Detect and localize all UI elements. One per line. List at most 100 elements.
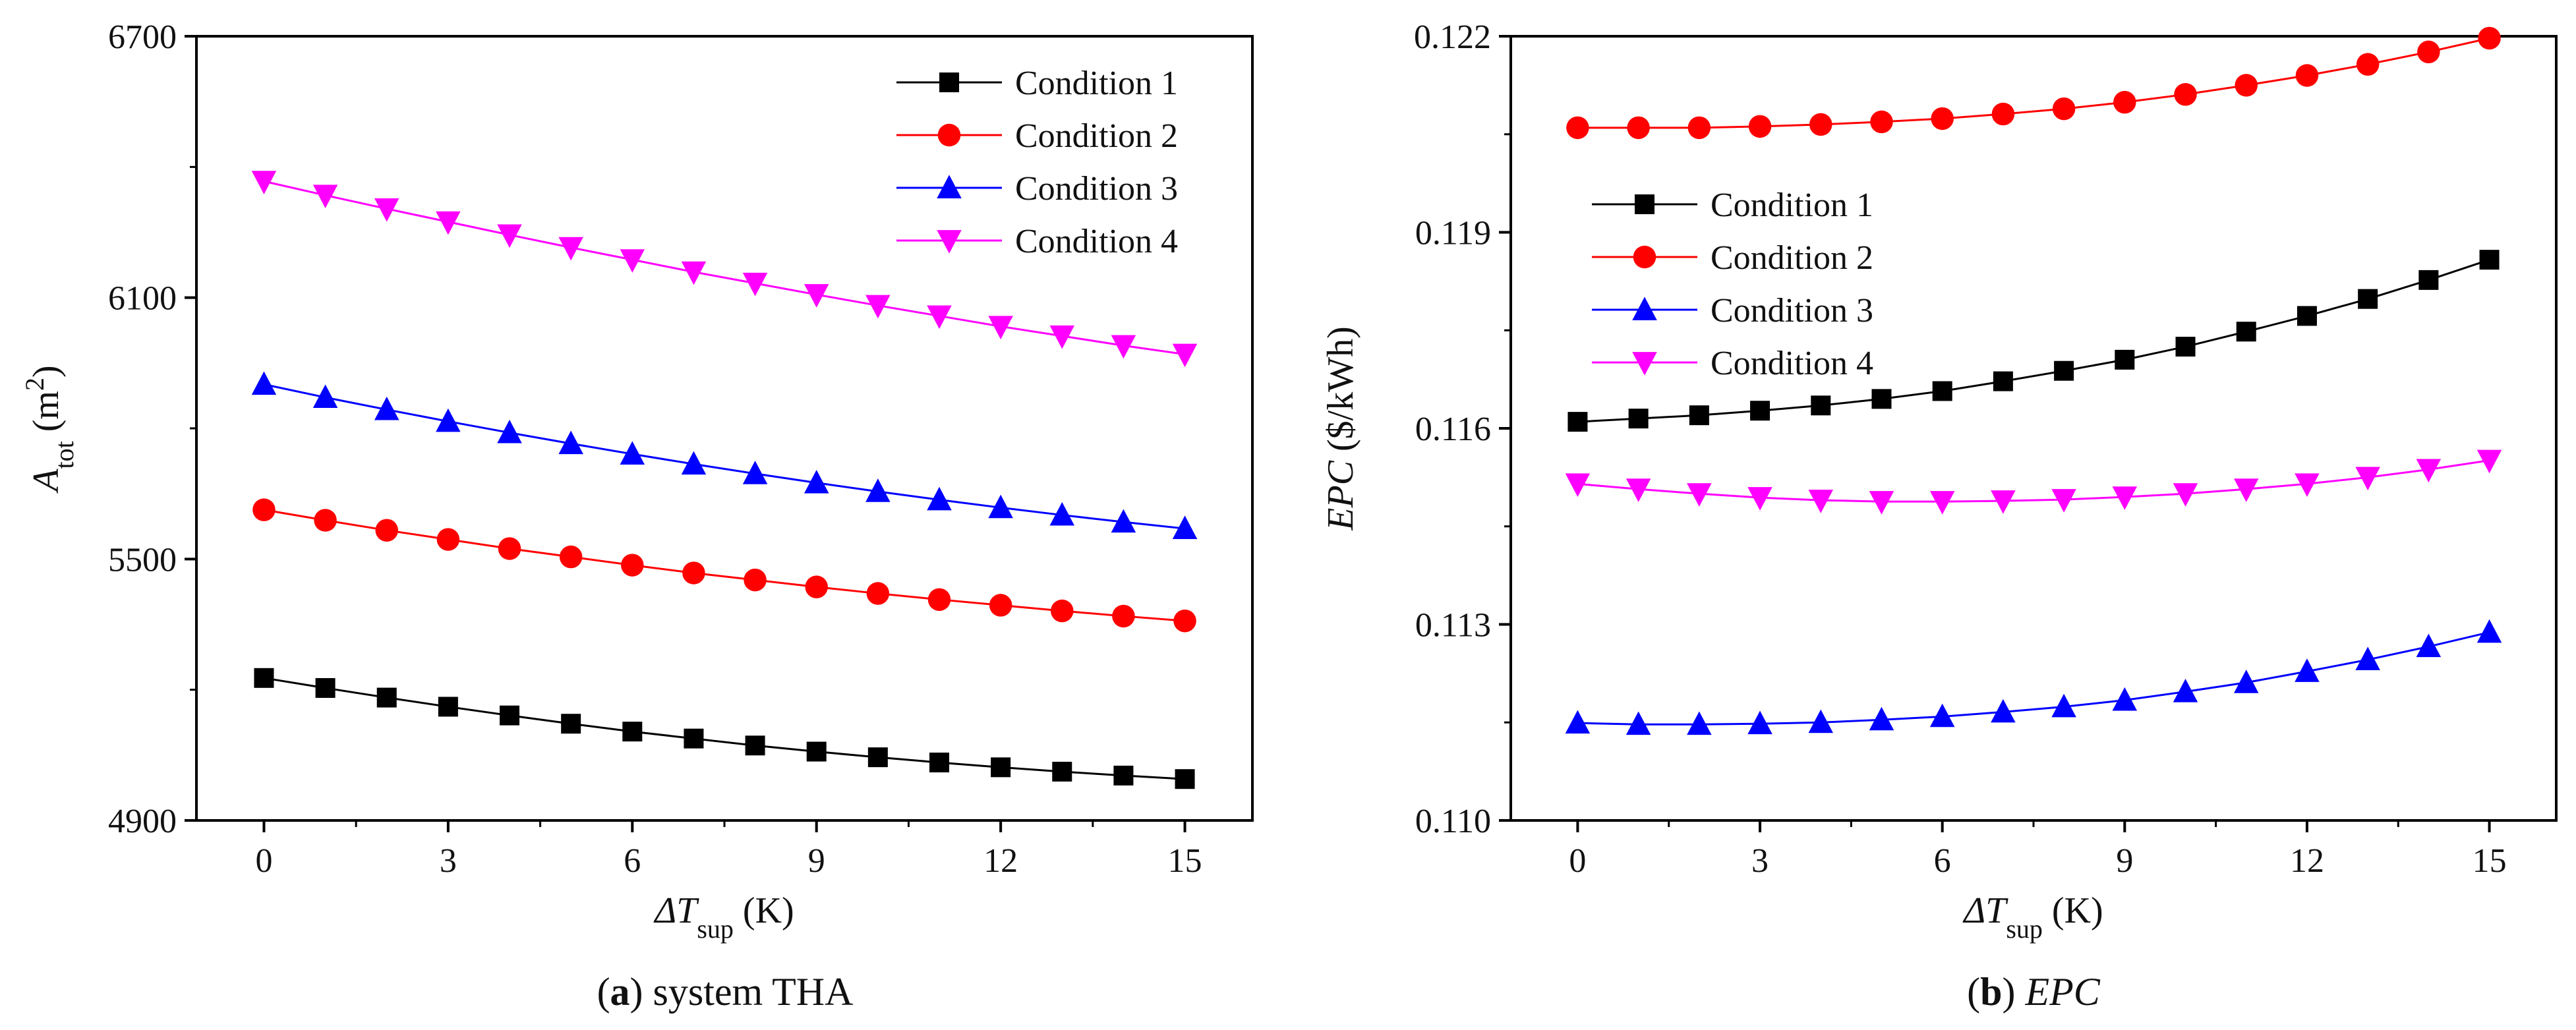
data-point-square-marker: [929, 753, 949, 773]
data-point-circle-marker: [1627, 116, 1650, 140]
series-condition-2: [1566, 26, 2501, 140]
series-line: [264, 509, 1185, 622]
data-point-square-marker: [1993, 371, 2013, 391]
data-point-triangle-up-marker: [2416, 633, 2442, 658]
y-tick-label: 4900: [108, 803, 177, 840]
data-point-triangle-up-marker: [742, 461, 768, 484]
legend-label: Condition 1: [1015, 65, 1178, 102]
y-tick-label: 0.122: [1414, 18, 1491, 56]
data-point-triangle-up-marker: [1049, 501, 1075, 526]
series-condition-4: [1565, 449, 2502, 515]
data-point-square-marker: [500, 705, 520, 726]
legend-label: Condition 4: [1015, 223, 1178, 260]
data-point-triangle-up-marker: [620, 441, 645, 465]
data-point-triangle-up-marker: [1929, 703, 1955, 728]
data-point-triangle-up-marker: [1747, 710, 1772, 735]
x-tick-label: 12: [2290, 842, 2324, 880]
data-point-triangle-up-marker: [2355, 646, 2380, 670]
caption-letter: a: [610, 970, 630, 1014]
data-point-triangle-up-marker: [1991, 699, 2016, 723]
legend-triangle-up-marker: [1632, 297, 1657, 320]
data-point-circle-marker: [1566, 116, 1589, 140]
x-axis-label-unit: (K): [2043, 890, 2103, 931]
y-tick-label: 5500: [108, 541, 177, 579]
x-axis-label-main: ΔT: [653, 890, 699, 931]
data-point-square-marker: [2236, 322, 2256, 342]
data-point-triangle-down-marker: [681, 261, 707, 285]
data-point-triangle-up-marker: [1565, 710, 1591, 734]
data-point-circle-marker: [1991, 102, 2015, 126]
data-point-circle-marker: [1173, 609, 1196, 633]
panel-caption: (b) EPC: [1967, 970, 2101, 1014]
data-point-square-marker: [1871, 389, 1892, 409]
x-axis-label-main: ΔT: [1962, 890, 2008, 931]
data-point-triangle-up-marker: [2173, 678, 2198, 702]
data-point-triangle-down-marker: [2233, 478, 2259, 502]
data-point-square-marker: [684, 728, 704, 749]
data-point-triangle-down-marker: [988, 316, 1013, 339]
data-point-square-marker: [1175, 769, 1195, 789]
data-point-circle-marker: [2113, 90, 2136, 114]
x-tick-label: 6: [1934, 842, 1951, 880]
caption-letter: b: [1980, 970, 2002, 1014]
y-axis-label: Atot (m2): [20, 365, 79, 494]
data-point-triangle-up-marker: [865, 478, 891, 502]
data-point-triangle-down-marker: [2355, 467, 2380, 491]
data-point-square-marker: [1689, 405, 1709, 426]
data-point-square-marker: [1052, 761, 1072, 782]
data-point-triangle-down-marker: [2051, 489, 2076, 513]
series-line: [1577, 37, 2490, 129]
y-tick-label: 0.119: [1415, 215, 1491, 252]
legend-label: Condition 2: [1711, 239, 1873, 277]
data-point-triangle-down-marker: [497, 224, 522, 248]
y-axis-label-main: EPC: [1320, 460, 1361, 530]
legend-item: Condition 2: [896, 117, 1178, 155]
legend-triangle-up-marker: [937, 175, 962, 198]
data-point-circle-marker: [436, 528, 460, 551]
data-point-triangle-up-marker: [558, 430, 583, 455]
data-point-triangle-down-marker: [620, 249, 645, 273]
data-point-triangle-down-marker: [436, 211, 461, 235]
data-point-circle-marker: [1809, 113, 1832, 136]
data-point-triangle-up-marker: [2051, 693, 2076, 718]
data-point-triangle-up-marker: [804, 469, 829, 494]
legend-square-marker: [939, 72, 959, 92]
data-point-triangle-up-marker: [927, 486, 952, 511]
x-tick-label: 15: [1168, 842, 1202, 880]
caption-close-paren: ): [630, 970, 643, 1014]
data-point-triangle-down-marker: [251, 171, 277, 194]
data-point-square-marker: [1811, 395, 1831, 416]
data-point-triangle-down-marker: [312, 185, 338, 208]
data-point-square-marker: [2479, 250, 2500, 270]
series-condition-4: [251, 171, 1198, 368]
y-axis-label-unit: ($/kWh): [1320, 326, 1361, 461]
x-tick-label: 9: [2116, 842, 2133, 880]
data-point-circle-marker: [2052, 97, 2076, 121]
data-point-square-marker: [2358, 289, 2378, 309]
legend-label: Condition 2: [1015, 117, 1178, 155]
legend-label: Condition 1: [1711, 186, 1873, 224]
data-point-triangle-up-marker: [374, 396, 399, 420]
data-point-triangle-up-marker: [1172, 515, 1198, 539]
data-point-square-marker: [1628, 409, 1649, 429]
data-point-triangle-down-marker: [865, 295, 891, 319]
series-line: [264, 677, 1185, 780]
x-axis-label: ΔTsup (K): [1962, 890, 2103, 944]
data-point-triangle-down-marker: [2476, 449, 2502, 474]
data-point-circle-marker: [1748, 115, 1772, 138]
series-line: [1577, 258, 2490, 423]
data-point-square-marker: [376, 687, 397, 708]
y-tick-label: 0.113: [1415, 607, 1491, 644]
data-point-triangle-up-marker: [312, 384, 338, 408]
caption-open-paren: (: [597, 970, 610, 1014]
x-tick-label: 12: [983, 842, 1018, 880]
series-condition-3: [251, 371, 1198, 539]
data-point-triangle-up-marker: [988, 494, 1013, 519]
panel-caption: (a) system THA: [597, 970, 854, 1014]
data-point-circle-marker: [2356, 53, 2380, 76]
legend-triangle-down-marker: [1632, 352, 1657, 376]
data-point-circle-marker: [1931, 107, 1954, 130]
series-line: [1577, 459, 2490, 503]
plot-frame: [1509, 35, 2558, 822]
data-point-circle-marker: [559, 545, 583, 569]
